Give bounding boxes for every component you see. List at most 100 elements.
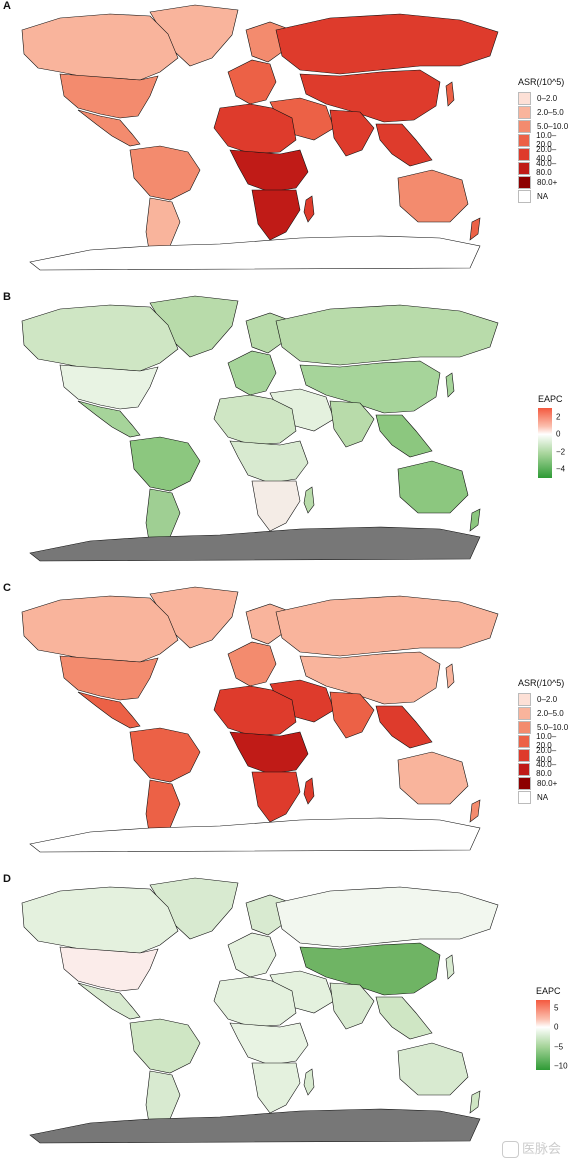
region-russia bbox=[275, 595, 499, 657]
legend-label: 40.0–80.0 bbox=[536, 159, 557, 177]
region-africa-south bbox=[251, 771, 301, 823]
legend-color-bar bbox=[536, 1000, 550, 1070]
world-map bbox=[21, 877, 499, 1144]
legend-swatch bbox=[518, 175, 531, 189]
legend-swatch bbox=[518, 105, 531, 119]
region-japan bbox=[445, 372, 455, 398]
legend-label: 20.0–40.0 bbox=[536, 746, 557, 764]
legend-swatch bbox=[518, 119, 531, 133]
region-madagascar bbox=[303, 1068, 315, 1096]
region-south-asia bbox=[329, 691, 375, 739]
region-japan bbox=[445, 954, 455, 980]
watermark-text: 医脉会 bbox=[521, 1140, 561, 1156]
legend-item: 2.0–5.0 bbox=[518, 105, 569, 119]
region-usa bbox=[59, 364, 159, 410]
legend-label: 80.0+ bbox=[537, 177, 558, 187]
region-europe-west bbox=[227, 350, 277, 396]
legend-label: 2.0–5.0 bbox=[537, 708, 564, 718]
panel-c: C ASR(/10^5) 0–2.0 2.0–5.0 5.0–10.0 10.0–20.… bbox=[0, 582, 569, 873]
region-canada bbox=[21, 13, 179, 81]
legend-item: 80.0+ bbox=[518, 175, 569, 189]
legend-tick: 0 bbox=[556, 429, 561, 439]
region-antarctica bbox=[29, 235, 481, 271]
legend-item: 10.0–20.0 bbox=[518, 732, 569, 750]
eapc-legend: EAPC 5 0 −5 −10 bbox=[536, 986, 569, 1071]
legend-item: 20.0–40.0 bbox=[518, 145, 569, 163]
region-africa-central bbox=[229, 731, 309, 775]
asr-legend: ASR(/10^5) 0–2.0 2.0–5.0 5.0–10.0 10.0–20.0 2… bbox=[518, 678, 569, 804]
region-russia bbox=[275, 13, 499, 75]
region-southeast-asia bbox=[375, 123, 433, 167]
legend-color-bar bbox=[538, 408, 552, 478]
legend-label: 40.0–80.0 bbox=[536, 760, 557, 778]
region-southeast-asia bbox=[375, 996, 433, 1040]
panel-d: D EAPC 5 0 −5 −10 bbox=[0, 873, 569, 1164]
region-mexico-central-america bbox=[77, 400, 141, 438]
legend-label: 80.0+ bbox=[537, 778, 558, 788]
legend-swatch bbox=[518, 692, 531, 706]
region-canada bbox=[21, 595, 179, 663]
legend-label: 0–2.0 bbox=[537, 694, 558, 704]
legend-swatch bbox=[518, 790, 531, 804]
legend-swatch bbox=[518, 706, 531, 720]
legend-tick: 5 bbox=[554, 1003, 559, 1013]
region-central-asia-china bbox=[299, 942, 441, 996]
region-japan bbox=[445, 663, 455, 689]
legend-swatch bbox=[518, 91, 531, 105]
legend-item: 5.0–10.0 bbox=[518, 119, 569, 133]
region-africa-central bbox=[229, 440, 309, 484]
region-antarctica bbox=[29, 1108, 481, 1144]
region-usa bbox=[59, 946, 159, 992]
region-mexico-central-america bbox=[77, 691, 141, 729]
asr-legend: ASR(/10^5) 0–2.0 2.0–5.0 5.0–10.0 10.0–20.0 2… bbox=[518, 77, 569, 203]
region-new-zealand bbox=[469, 1090, 481, 1114]
region-mexico-central-america bbox=[77, 982, 141, 1020]
legend-label: 2.0–5.0 bbox=[537, 107, 564, 117]
region-south-asia bbox=[329, 400, 375, 448]
legend-item: 2.0–5.0 bbox=[518, 706, 569, 720]
legend-swatch bbox=[518, 147, 531, 161]
panel-b: B EAPC 2 0 −2 −4 bbox=[0, 291, 569, 582]
region-africa-north bbox=[213, 103, 297, 155]
legend-tick: −10 bbox=[554, 1061, 568, 1071]
region-canada bbox=[21, 886, 179, 954]
watermark-logo-icon bbox=[501, 1141, 519, 1158]
panel-letter: D bbox=[3, 873, 11, 885]
region-africa-central bbox=[229, 149, 309, 193]
region-madagascar bbox=[303, 486, 315, 514]
world-map bbox=[21, 4, 499, 271]
region-africa-central bbox=[229, 1022, 309, 1066]
legend-tick: 2 bbox=[556, 412, 561, 422]
region-central-asia-china bbox=[299, 360, 441, 414]
world-map bbox=[21, 586, 499, 853]
region-australia bbox=[397, 169, 469, 223]
region-madagascar bbox=[303, 195, 315, 223]
legend-tick: −4 bbox=[556, 464, 566, 474]
region-australia bbox=[397, 1042, 469, 1096]
region-new-zealand bbox=[469, 217, 481, 241]
region-new-zealand bbox=[469, 799, 481, 823]
watermark: 医脉会 bbox=[501, 1138, 561, 1158]
legend-tick: 0 bbox=[554, 1022, 559, 1032]
region-southeast-asia bbox=[375, 414, 433, 458]
world-map bbox=[21, 295, 499, 562]
region-europe-west bbox=[227, 59, 277, 105]
region-new-zealand bbox=[469, 508, 481, 532]
legend-item: NA bbox=[518, 189, 569, 203]
legend-label: 0–2.0 bbox=[537, 93, 558, 103]
panel-a: A ASR(/10^5) 0–2.0 2.0–5.0 5.0–10.0 10.0–20.… bbox=[0, 0, 569, 291]
region-south-america-north bbox=[129, 145, 201, 201]
region-south-america-north bbox=[129, 1018, 201, 1074]
region-south-asia bbox=[329, 109, 375, 157]
legend-label: NA bbox=[537, 792, 549, 802]
legend-label: 10.0–20.0 bbox=[536, 732, 557, 750]
panel-letter: A bbox=[3, 0, 11, 12]
legend-label: 20.0–40.0 bbox=[536, 145, 557, 163]
region-madagascar bbox=[303, 777, 315, 805]
legend-label: 5.0–10.0 bbox=[537, 121, 569, 131]
region-africa-north bbox=[213, 976, 297, 1028]
legend-swatch bbox=[518, 748, 531, 762]
panel-letter: C bbox=[3, 582, 11, 594]
legend-item: 40.0–80.0 bbox=[518, 760, 569, 778]
legend-item: 40.0–80.0 bbox=[518, 159, 569, 177]
